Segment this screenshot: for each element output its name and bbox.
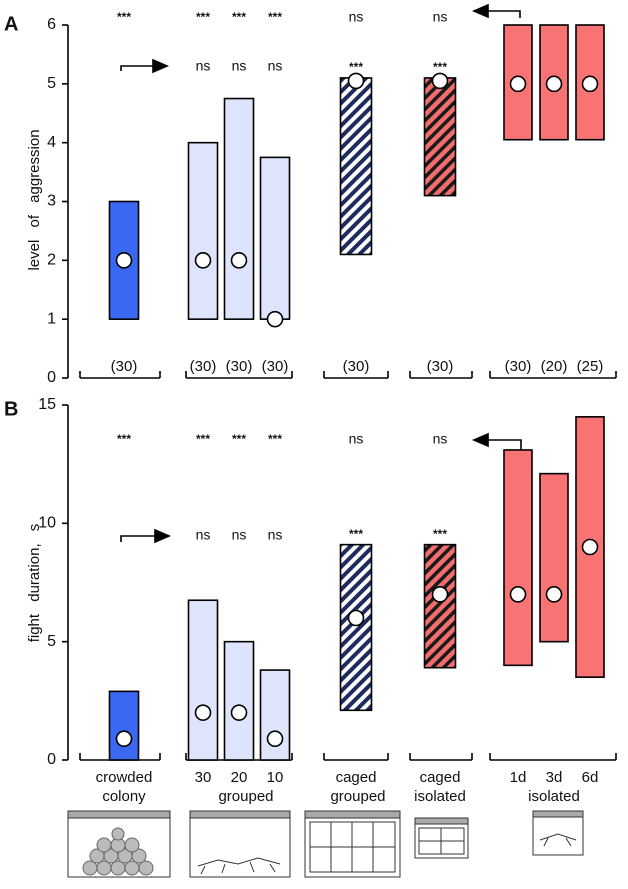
cage-icons: [67, 810, 584, 878]
significance: ***: [433, 60, 447, 74]
group-label: grouped: [330, 788, 385, 805]
range-bar: [223, 97, 255, 320]
range-bar: [108, 690, 140, 761]
panel-label: A: [4, 13, 18, 35]
group-label: isolated: [414, 788, 466, 805]
significance: ns: [196, 58, 211, 74]
y-tick-label: 10: [38, 515, 56, 532]
median-dot: [230, 704, 248, 721]
median-dot: [581, 538, 599, 556]
significance: ***: [268, 432, 282, 446]
y-tick-label: 5: [47, 633, 56, 650]
range-bar: [339, 77, 373, 256]
significance: ***: [232, 432, 246, 446]
sample-size: (20): [541, 358, 568, 375]
median-dot: [545, 75, 563, 93]
y-tick-label: 1: [47, 310, 56, 327]
median-dot: [347, 609, 365, 627]
sample-size: (25): [577, 358, 604, 375]
significance: ns: [433, 431, 448, 447]
sample-size: (30): [343, 358, 370, 375]
significance: ns: [232, 58, 247, 74]
median-dot: [509, 586, 527, 603]
median-dot: [266, 730, 284, 748]
range-bar: [423, 77, 457, 197]
range-bar: [187, 599, 219, 761]
significance: ns: [232, 527, 247, 543]
median-dot: [431, 586, 449, 603]
y-tick-label: 5: [47, 75, 56, 92]
significance: ***: [433, 527, 447, 541]
significance: ***: [117, 432, 131, 446]
range-bar: [187, 141, 219, 320]
significance: ns: [268, 58, 283, 74]
significance: ns: [268, 527, 283, 543]
x-tick-label: 30: [195, 769, 212, 786]
x-tick-label: caged: [336, 769, 377, 786]
group-label: colony: [102, 788, 146, 805]
significance: ns: [196, 527, 211, 543]
significance: ***: [268, 10, 282, 24]
median-dot: [194, 704, 212, 721]
significance: ns: [349, 9, 364, 25]
sample-size: (30): [505, 358, 532, 375]
x-tick-label: caged: [420, 769, 461, 786]
median-dot: [194, 252, 212, 269]
significance: ***: [349, 60, 363, 74]
y-tick-label: 3: [47, 193, 56, 210]
y-axis-label: fight duration, s: [26, 524, 43, 643]
y-tick-label: 6: [47, 16, 56, 33]
y-tick-label: 15: [38, 396, 56, 413]
arrows: [120, 3, 522, 544]
range-bar: [539, 472, 569, 643]
median-dot: [509, 75, 527, 93]
x-tick-label: 20: [231, 769, 248, 786]
sample-size: (30): [262, 358, 289, 375]
range-bar: [423, 543, 457, 669]
significance: ns: [349, 431, 364, 447]
significance: ns: [433, 9, 448, 25]
range-bar: [339, 543, 373, 712]
median-dot: [230, 252, 248, 269]
range-bar: [503, 449, 533, 667]
significance: ***: [196, 10, 210, 24]
group-label: grouped: [218, 788, 273, 805]
y-axis-label: level of aggression: [26, 129, 43, 270]
x-tick-label: 1d: [510, 769, 527, 786]
median-dot: [431, 72, 449, 90]
sample-size: (30): [111, 358, 138, 375]
y-tick-label: 0: [47, 751, 56, 768]
significance: ***: [117, 10, 131, 24]
sample-size: (30): [427, 358, 454, 375]
x-tick-label: 10: [267, 769, 284, 786]
y-tick-label: 2: [47, 252, 56, 269]
panel-label: B: [4, 398, 18, 420]
median-dot: [545, 586, 563, 603]
y-tick-label: 4: [47, 134, 56, 151]
median-dot: [266, 310, 284, 328]
median-dot: [115, 730, 133, 748]
median-dot: [581, 75, 599, 93]
significance: ***: [232, 10, 246, 24]
group-label: isolated: [528, 788, 580, 805]
y-tick-label: 0: [47, 369, 56, 386]
median-dot: [115, 252, 133, 269]
x-tick-label: 3d: [546, 769, 563, 786]
significance: ***: [196, 432, 210, 446]
sample-size: (30): [226, 358, 253, 375]
range-bar: [223, 640, 255, 761]
x-tick-label: crowded: [96, 769, 153, 786]
x-tick-label: 6d: [582, 769, 599, 786]
sample-size: (30): [190, 358, 217, 375]
range-bar: [259, 156, 291, 320]
significance: ***: [349, 527, 363, 541]
median-dot: [347, 72, 365, 90]
